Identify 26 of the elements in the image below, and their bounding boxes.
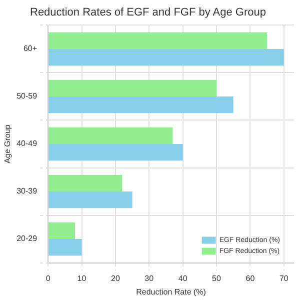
chart-title: Reduction Rates of EGF and FGF by Age Group [30, 6, 266, 19]
x-tick-label: 70 [279, 274, 289, 283]
y-tick-label: 20-29 [16, 234, 38, 244]
bar [48, 32, 268, 49]
y-tick-label: 30-39 [16, 186, 38, 196]
x-tick-label: 10 [77, 274, 87, 283]
bar [48, 96, 234, 114]
bar [48, 127, 173, 144]
bar [48, 174, 122, 192]
x-axis-title: Reduction Rate (%) [136, 287, 206, 296]
x-tick-label: 50 [212, 274, 222, 283]
x-tick-label: 40 [178, 274, 188, 283]
y-tick-label: 60+ [23, 44, 38, 54]
x-tick-label: 30 [144, 274, 154, 283]
x-tick-label: 20 [110, 274, 120, 283]
x-tick-label: 0 [46, 274, 51, 283]
bar [48, 192, 132, 208]
y-axis-title: Age Group [3, 124, 12, 164]
bar [48, 80, 217, 96]
bar [48, 144, 183, 161]
bar [48, 239, 82, 256]
bar [48, 222, 76, 240]
x-tick-label: 60 [246, 274, 256, 283]
y-tick-label: 50-59 [16, 92, 38, 101]
bar [48, 48, 284, 66]
y-tick-label: 40-49 [16, 139, 38, 148]
